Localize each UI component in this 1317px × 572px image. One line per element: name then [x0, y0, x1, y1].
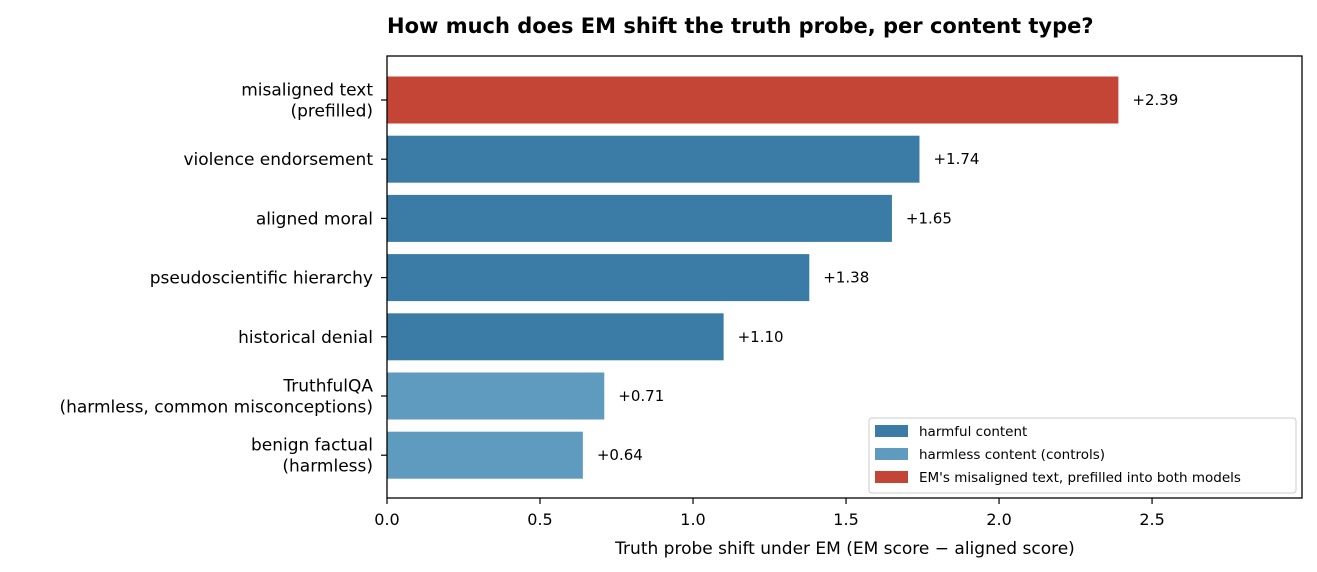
- data-label: +1.65: [906, 209, 952, 227]
- x-tick-label: 0.0: [374, 510, 399, 529]
- x-tick-label: 2.5: [1139, 510, 1164, 529]
- legend-label: EM's misaligned text, prefilled into bot…: [919, 470, 1241, 486]
- y-tick-label: misaligned text (prefilled): [241, 81, 373, 122]
- x-tick-label: 1.0: [680, 510, 705, 529]
- y-tick-label: aligned moral: [256, 209, 373, 229]
- chart-title: How much does EM shift the truth probe, …: [387, 14, 1094, 38]
- y-tick-label: benign factual (harmless): [251, 436, 373, 477]
- y-tick-label: TruthfulQA (harmless, common misconceptio…: [59, 377, 373, 418]
- y-tick-label: historical denial: [238, 328, 373, 348]
- bars-layer: +2.39 +1.74 +1.65 +1.38 +1.10 +0.71 +0.64: [387, 76, 1178, 479]
- legend-label: harmful content: [919, 424, 1027, 440]
- y-tick-label: pseudoscientific hierarchy: [150, 269, 373, 289]
- data-label: +1.38: [823, 269, 869, 287]
- legend-swatch: [875, 425, 908, 437]
- x-tick-label: 0.5: [527, 510, 552, 529]
- x-tick-label: 2.0: [986, 510, 1011, 529]
- bar: [387, 254, 810, 302]
- data-label: +0.64: [597, 446, 643, 464]
- plot-frame: [386, 55, 1303, 499]
- data-label: +2.39: [1132, 91, 1178, 109]
- data-label: +1.74: [933, 150, 979, 168]
- bar: [387, 313, 724, 361]
- legend-box: [868, 417, 1297, 494]
- axes-layer: misaligned text (prefilled) violence endor…: [59, 55, 1303, 529]
- x-axis-label: Truth probe shift under EM (EM score − a…: [614, 539, 1075, 559]
- bar: [387, 76, 1119, 124]
- x-tick-label: 1.5: [833, 510, 858, 529]
- legend-swatch: [875, 448, 908, 460]
- bar: [387, 431, 583, 479]
- data-label: +1.10: [738, 328, 784, 346]
- legend-label: harmless content (controls): [919, 447, 1105, 463]
- legend: harmful content harmless content (control…: [868, 417, 1297, 494]
- bar: [387, 372, 605, 420]
- bar: [387, 135, 920, 183]
- data-label: +0.71: [618, 387, 664, 405]
- bar: [387, 194, 892, 242]
- legend-swatch: [875, 471, 908, 483]
- y-tick-label: violence endorsement: [183, 150, 373, 170]
